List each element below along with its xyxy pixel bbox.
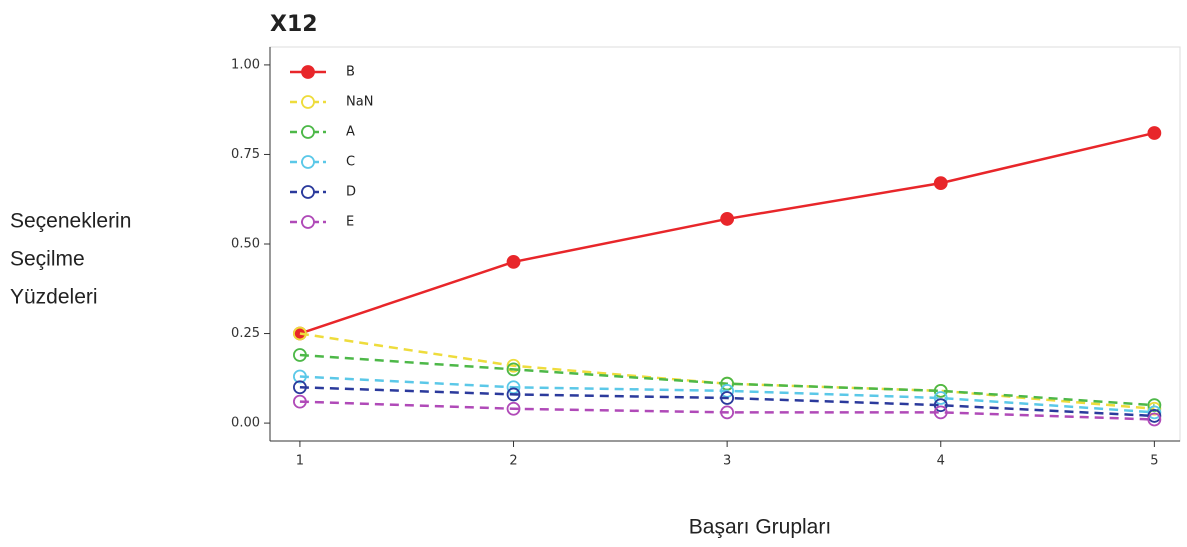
- legend-marker: [301, 65, 315, 79]
- data-point: [1147, 409, 1162, 423]
- y-tick-label: 0.75: [231, 147, 260, 162]
- data-point: [1147, 405, 1162, 420]
- series-line: [299, 386, 1155, 418]
- data-point: [293, 394, 307, 409]
- data-point: [293, 369, 307, 384]
- data-point: [506, 255, 521, 269]
- y-axis-label: Yüzdeleri: [10, 286, 98, 309]
- data-point: [293, 348, 307, 362]
- data-point: [933, 405, 948, 420]
- series-line: [299, 353, 1155, 407]
- data-point: [720, 391, 735, 405]
- data-point: [720, 405, 735, 420]
- legend-label: A: [346, 125, 355, 140]
- data-point: [1147, 412, 1162, 427]
- data-point: [933, 398, 948, 413]
- data-point: [933, 176, 948, 191]
- y-tick-label: 1.00: [231, 57, 260, 72]
- legend-label: D: [346, 185, 356, 200]
- legend-label: E: [346, 215, 354, 230]
- data-point: [933, 383, 948, 398]
- legend-marker: [301, 95, 315, 109]
- legend-label: NaN: [346, 95, 373, 110]
- data-point: [720, 212, 735, 226]
- x-tick-label: 5: [1150, 454, 1158, 469]
- y-tick-label: 0.00: [231, 416, 260, 431]
- legend-marker: [301, 185, 315, 199]
- series-line: [299, 400, 1155, 421]
- x-tick-label: 2: [509, 454, 517, 469]
- data-point: [1147, 126, 1162, 140]
- y-tick-label: 0.25: [231, 326, 260, 341]
- legend-label: C: [346, 155, 355, 170]
- x-tick-label: 4: [937, 454, 945, 469]
- data-point: [293, 326, 307, 341]
- chart-title: X12: [270, 12, 318, 37]
- y-axis-label: Seçeneklerin: [10, 210, 131, 233]
- data-point: [506, 387, 521, 402]
- x-tick-label: 1: [296, 454, 304, 469]
- legend-label: B: [346, 65, 355, 80]
- legend-marker: [301, 215, 315, 229]
- legend-marker: [301, 125, 315, 139]
- legend-marker: [301, 155, 315, 169]
- y-tick-label: 0.50: [231, 237, 260, 252]
- data-point: [933, 391, 948, 405]
- series-line: [299, 375, 1155, 414]
- y-axis-label: Seçilme: [10, 248, 85, 271]
- x-axis-label: Başarı Grupları: [689, 516, 831, 539]
- series-line: [299, 131, 1155, 335]
- data-point: [506, 362, 521, 377]
- x-tick-label: 3: [723, 454, 731, 469]
- data-point: [506, 358, 521, 373]
- data-point: [506, 401, 521, 416]
- data-point: [293, 380, 307, 395]
- data-point: [1147, 401, 1162, 416]
